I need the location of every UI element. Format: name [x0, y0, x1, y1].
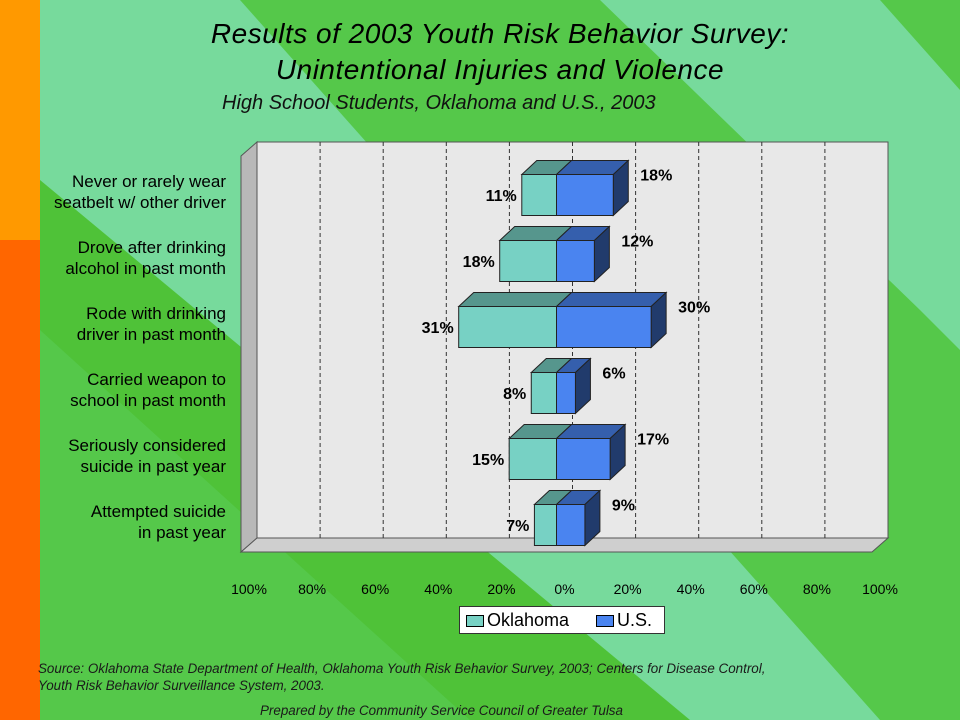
title-line-1: Results of 2003 Youth Risk Behavior Surv…: [210, 18, 790, 49]
data-label: 18%: [640, 168, 672, 185]
category-label-line: in past year: [138, 523, 226, 542]
prepared-by: Prepared by the Community Service Counci…: [260, 703, 623, 718]
x-tick-label: 100%: [231, 581, 267, 597]
x-tick-label: 80%: [803, 581, 831, 597]
data-label: 15%: [472, 452, 504, 469]
bar-oklahoma: [458, 306, 558, 348]
x-tick-label: 20%: [487, 581, 515, 597]
category-label-line: school in past month: [70, 391, 226, 410]
red-side-bar: [0, 240, 40, 720]
category-label-line: Rode with drinking: [86, 304, 226, 323]
category-label: Rode with drinking driver in past month: [26, 303, 226, 345]
category-label-line: Carried weapon to: [87, 370, 226, 389]
category-label-line: alcohol in past month: [65, 259, 226, 278]
data-label: 12%: [621, 234, 653, 251]
x-tick-label: 40%: [677, 581, 705, 597]
bar-top-oklahoma: [457, 292, 573, 307]
bar-us: [556, 174, 614, 216]
legend-item-us: U.S.: [596, 610, 652, 631]
category-label: Carried weapon to school in past month: [26, 369, 226, 411]
data-label: 11%: [486, 188, 517, 205]
bar-us: [556, 504, 586, 546]
x-tick-label: 60%: [361, 581, 389, 597]
bar-us: [556, 240, 595, 282]
category-label: Never or rarely wear seatbelt w/ other dr…: [26, 171, 226, 213]
bar-us: [556, 372, 576, 414]
subtitle: High School Students, Oklahoma and U.S.,…: [222, 92, 656, 114]
category-label-line: Seriously considered: [68, 436, 226, 455]
category-label: Attempted suicide in past year: [26, 501, 226, 543]
legend-swatch-oklahoma: [466, 614, 484, 627]
data-label: 30%: [678, 300, 710, 317]
legend-swatch-us: [596, 614, 614, 627]
data-label: 31%: [422, 320, 454, 337]
legend-label-us: U.S.: [617, 610, 653, 630]
category-label-line: Never or rarely wear: [72, 172, 226, 191]
bar-oklahoma: [533, 504, 557, 546]
data-label: 17%: [637, 432, 669, 449]
bar-oklahoma: [508, 438, 557, 480]
bar-us: [556, 438, 611, 480]
category-label: Seriously considered suicide in past year: [26, 435, 226, 477]
category-label-line: Drove after drinking: [77, 238, 226, 257]
category-label-line: driver in past month: [76, 325, 226, 344]
category-label: Drove after drinking alcohol in past mont…: [26, 237, 226, 279]
legend-item-oklahoma: Oklahoma: [466, 610, 569, 631]
chart-legend: Oklahoma U.S.: [459, 606, 665, 634]
bar-oklahoma: [521, 174, 557, 216]
source-line-1: Source: Oklahoma State Department of Hea…: [38, 661, 766, 676]
plot-side-wall: [240, 140, 258, 554]
title-line-2: Unintentional Injuries and Violence: [275, 54, 725, 85]
x-tick-label: 60%: [740, 581, 768, 597]
data-label: 6%: [602, 366, 625, 383]
x-tick-label: 20%: [614, 581, 642, 597]
data-label: 8%: [503, 386, 526, 403]
orange-side-bar: [0, 0, 40, 240]
category-label-line: suicide in past year: [80, 457, 226, 476]
x-tick-label: 0%: [554, 581, 574, 597]
bar-oklahoma: [499, 240, 557, 282]
source-line-2: Youth Risk Behavior Surveillance System,…: [38, 678, 325, 693]
data-label: 9%: [612, 498, 635, 515]
category-label-line: Attempted suicide: [90, 502, 226, 521]
x-tick-label: 100%: [862, 581, 898, 597]
source-citation: Source: Oklahoma State Department of Hea…: [38, 660, 938, 694]
data-label: 7%: [506, 518, 529, 535]
category-label-line: seatbelt w/ other driver: [54, 193, 226, 212]
legend-label-oklahoma: Oklahoma: [487, 610, 570, 630]
bar-us: [556, 306, 652, 348]
bar-top-us: [555, 292, 668, 307]
x-tick-label: 80%: [298, 581, 326, 597]
bar-oklahoma: [530, 372, 558, 414]
data-label: 18%: [463, 254, 495, 271]
x-tick-label: 40%: [424, 581, 452, 597]
